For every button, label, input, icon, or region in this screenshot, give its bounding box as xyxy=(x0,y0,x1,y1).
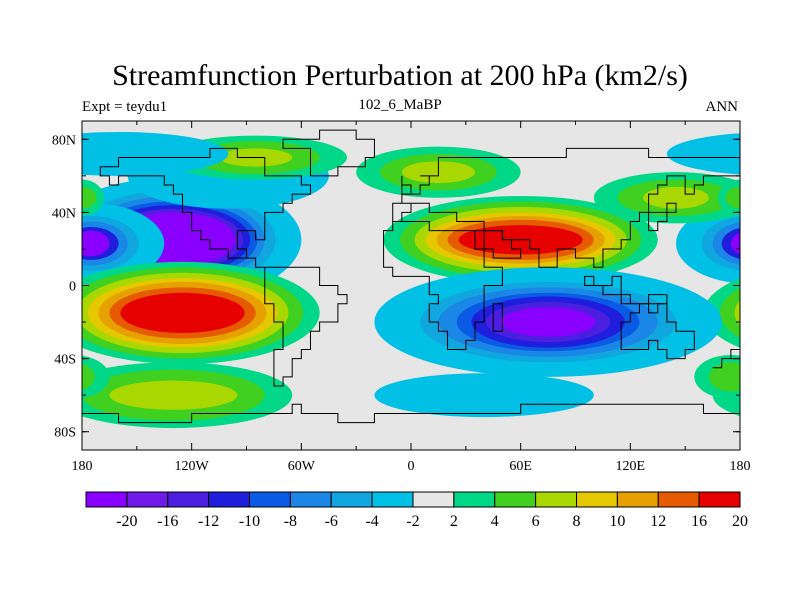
colorbar-swatch xyxy=(657,491,700,508)
coastline xyxy=(264,266,348,387)
contour-band xyxy=(643,186,709,209)
colorbar-swatch xyxy=(126,491,169,508)
lat-tick-label: 80N xyxy=(52,133,76,148)
contour-band xyxy=(82,355,110,399)
coastline xyxy=(712,348,740,369)
colorbar-label: 2 xyxy=(450,513,458,530)
contour-band xyxy=(740,370,800,421)
contour-band xyxy=(411,380,558,410)
lat-tick-label: 0 xyxy=(69,280,76,295)
lon-tick-label: 120E xyxy=(616,459,646,474)
coastline xyxy=(383,221,503,350)
colorbar-swatch xyxy=(167,491,210,508)
colorbar-swatch xyxy=(412,491,455,508)
lon-tick-label: 180 xyxy=(730,459,751,474)
coastline xyxy=(648,202,677,232)
colorbar-swatch xyxy=(85,491,128,508)
colorbar-swatch xyxy=(289,491,332,508)
contour-band xyxy=(82,186,97,209)
contour-band xyxy=(703,141,740,167)
colorbar-label: 8 xyxy=(573,513,581,530)
colorbar-swatch xyxy=(371,491,414,508)
colorbar-label: 10 xyxy=(609,513,625,530)
plot-title: Streamfunction Perturbation at 200 hPa (… xyxy=(112,59,688,92)
contour-band xyxy=(719,287,740,339)
coastline xyxy=(401,175,412,195)
lon-tick-label: 60E xyxy=(509,459,532,474)
colorbar-label: -12 xyxy=(198,513,219,530)
coastline xyxy=(474,230,522,259)
contour-band xyxy=(109,380,238,410)
colorbar-label: -4 xyxy=(365,513,378,530)
colorbar-swatch xyxy=(576,491,618,508)
lat-tick-label: 40N xyxy=(52,206,76,221)
contour-band xyxy=(708,362,740,392)
coastline xyxy=(99,147,311,268)
contour-band xyxy=(730,232,740,255)
colorbar-swatch xyxy=(208,491,250,508)
colorbar-label: -16 xyxy=(157,513,178,530)
coastline xyxy=(82,403,740,424)
colorbar-label: -10 xyxy=(239,513,260,530)
colorbar-label: 20 xyxy=(732,513,748,530)
contour-band xyxy=(721,227,740,259)
colorbar-label: -8 xyxy=(284,513,297,530)
colorbar-swatch xyxy=(616,491,659,508)
colorbar-swatch xyxy=(494,491,537,508)
coastline xyxy=(492,303,503,332)
lon-tick-label: 60W xyxy=(288,459,316,474)
contour-band xyxy=(82,363,95,391)
lon-tick-label: 180 xyxy=(72,459,93,474)
contour-band xyxy=(734,300,740,326)
colorbar-swatch xyxy=(330,491,373,508)
colorbar-label: -2 xyxy=(406,513,419,530)
contour-band xyxy=(500,307,596,337)
season-label: ANN xyxy=(705,99,739,115)
colorbar: -20 -16 -12 -10 -8 -6 -4 -2 2 4 6 8 10 12 16 20 xyxy=(85,491,748,530)
case-label: 102_6_MaBP xyxy=(358,97,442,113)
colorbar-label: 4 xyxy=(491,513,499,530)
lon-tick-label: 120W xyxy=(175,459,210,474)
axis-ticks: 80N 40N 0 40S 80S 180 120W 60W 0 60E 120E 180 xyxy=(52,121,751,474)
colorbar-label: 6 xyxy=(532,513,540,530)
contour-band xyxy=(725,186,740,209)
coastline xyxy=(392,147,740,268)
experiment-label: Expt = teydu1 xyxy=(82,99,168,115)
colorbar-swatch xyxy=(698,491,741,508)
lon-tick-label: 0 xyxy=(408,459,415,474)
contour-band xyxy=(131,298,234,328)
contour-band xyxy=(82,230,110,257)
lat-tick-label: 80S xyxy=(54,426,76,441)
lat-tick-label: 40S xyxy=(54,353,76,368)
coastline xyxy=(282,129,375,177)
colorbar-swatch xyxy=(535,491,577,508)
colorbar-swatch xyxy=(249,491,291,508)
coastline xyxy=(584,275,668,305)
colorbar-label: 16 xyxy=(691,513,707,530)
contour-band xyxy=(740,196,800,284)
coastline-layer xyxy=(82,129,740,424)
colorbar-label: -6 xyxy=(325,513,338,530)
colorbar-label: 12 xyxy=(650,513,666,530)
colorbar-label: -20 xyxy=(116,513,137,530)
colorbar-swatch xyxy=(453,491,496,508)
contour-band xyxy=(82,139,192,169)
